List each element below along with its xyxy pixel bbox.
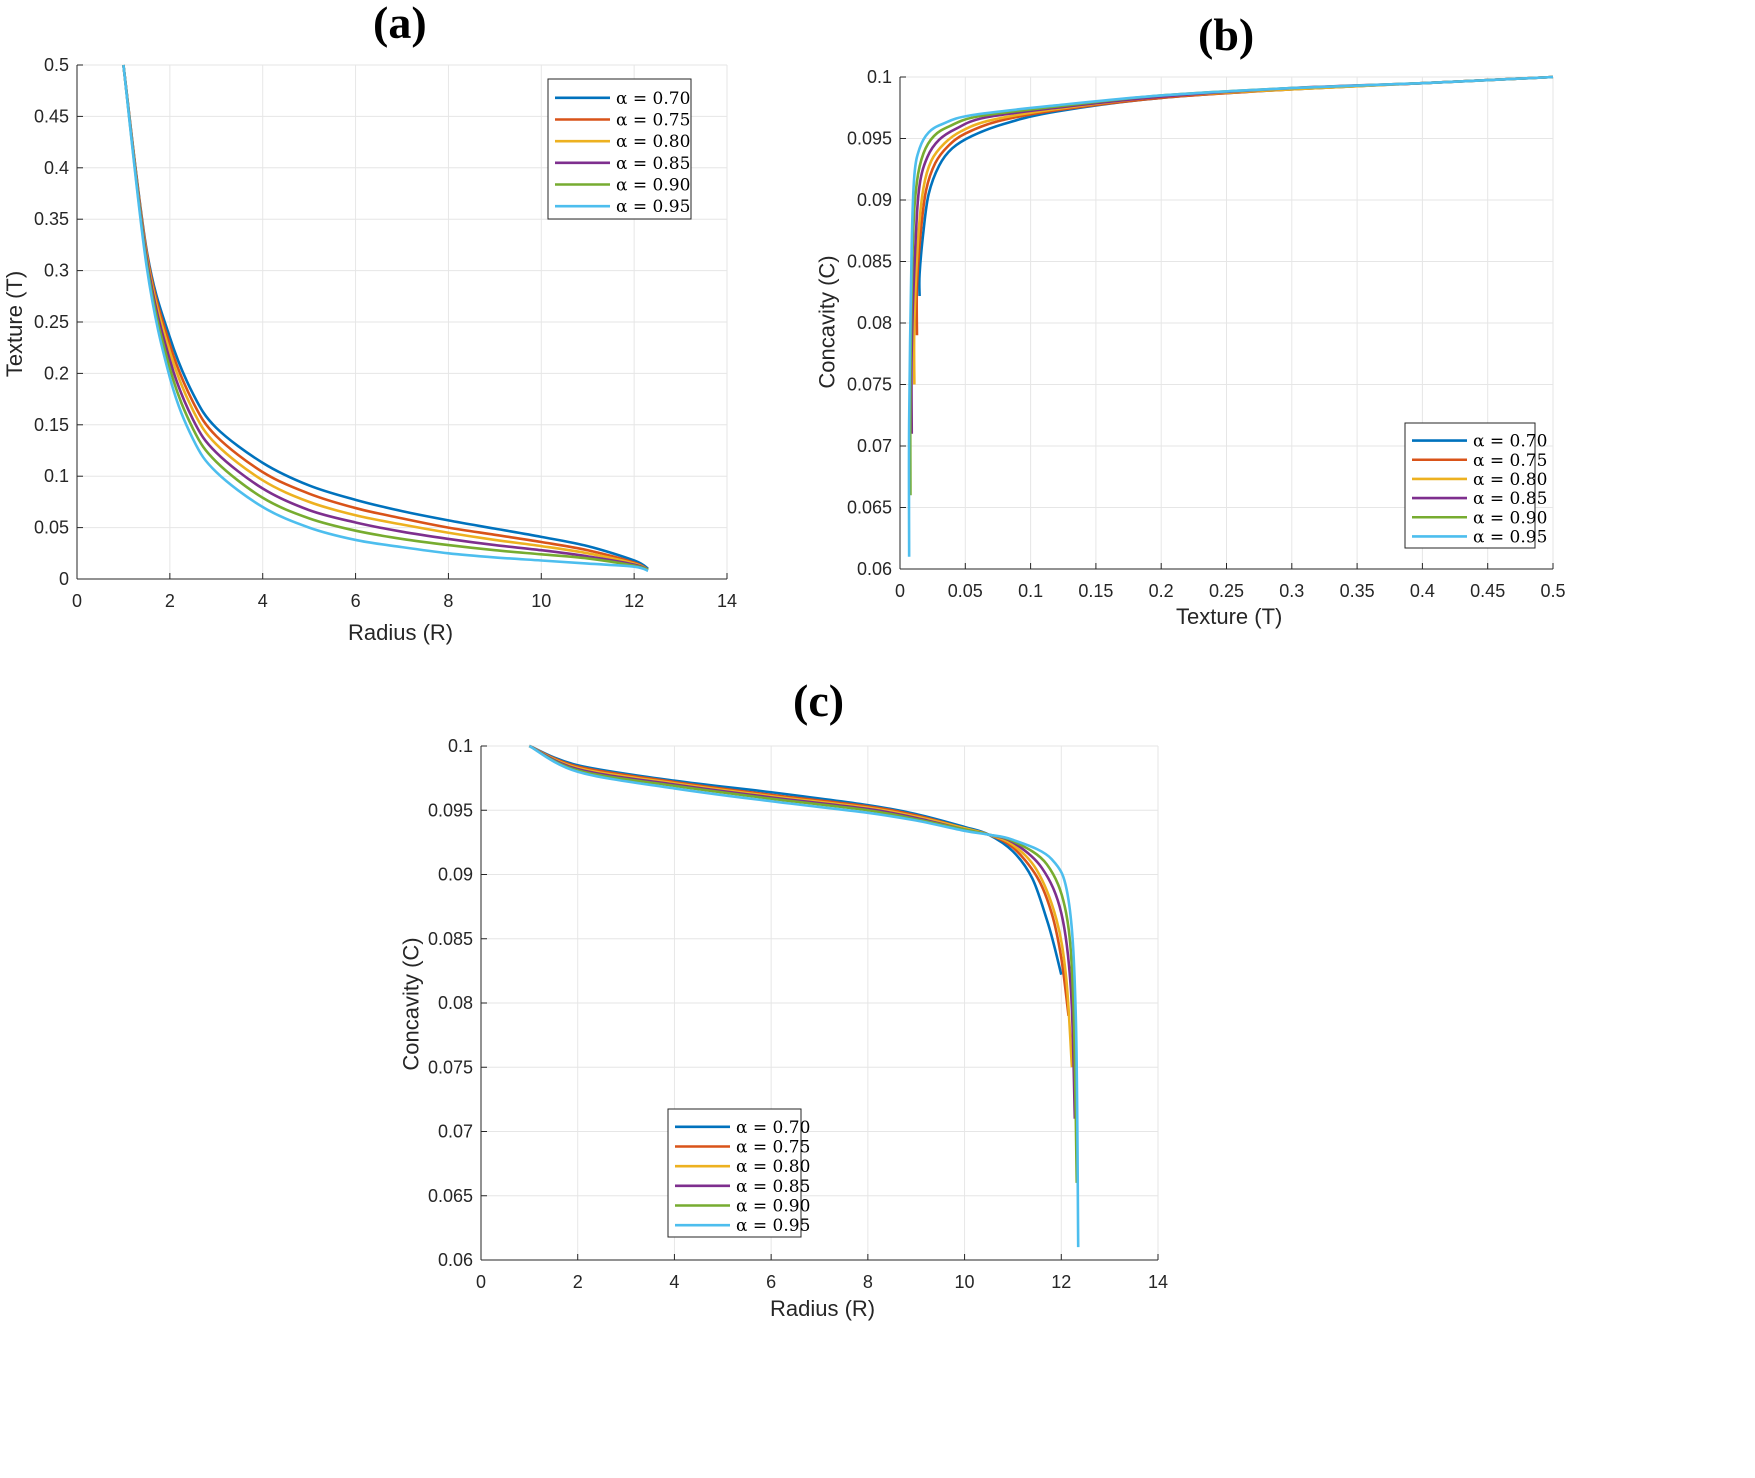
chart-c-series-line: [528, 744, 1074, 1068]
chart-c-legend-label: α = 0.90: [736, 1197, 810, 1217]
chart-a-ytick-label: 0.45: [34, 106, 69, 126]
chart-b-ylabel: Concavity (C): [814, 255, 840, 389]
chart-a-series-line: [122, 64, 649, 571]
chart-a-ylabel: Texture (T): [2, 270, 28, 378]
chart-b-ytick-label: 0.1: [867, 67, 892, 87]
chart-c-ytick-label: 0.075: [428, 1057, 473, 1077]
chart-a-ytick-label: 0.2: [44, 363, 69, 383]
chart-b-xlabel: Texture (T): [1176, 604, 1283, 629]
chart-a-series-line: [122, 64, 649, 571]
chart-c-series-line: [528, 744, 1070, 1017]
chart-a-legend-label: α = 0.85: [616, 154, 690, 174]
chart-b-legend-box: [1404, 422, 1536, 549]
chart-b-ytick-label: 0.07: [857, 436, 892, 456]
chart-a-ytick-label: 0.4: [44, 158, 69, 178]
chart-c-ytick-label: 0.1: [448, 736, 473, 756]
chart-c-xtick-label: 14: [1148, 1272, 1168, 1292]
chart-a-xtick-label: 4: [258, 591, 268, 611]
chart-a-xtick-label: 2: [165, 591, 175, 611]
chart-b-xtick-label: 0.1: [1018, 581, 1043, 601]
chart-b-legend-label: α = 0.90: [1473, 508, 1547, 528]
chart-c-series-line: [528, 744, 1080, 1248]
chart-c-xtick-label: 4: [669, 1272, 679, 1292]
chart-c-ytick-label: 0.09: [438, 865, 473, 885]
chart-a-legend-label: α = 0.70: [616, 89, 690, 109]
chart-b-xtick-label: 0.05: [948, 581, 983, 601]
chart-b-xtick-label: 0.5: [1540, 581, 1565, 601]
chart-a-series-line: [122, 64, 649, 573]
chart-c-legend-box: [667, 1108, 802, 1238]
panel-c-title: (c): [793, 675, 845, 726]
chart-a-ytick-label: 0.15: [34, 415, 69, 435]
chart-c-legend-label: α = 0.80: [736, 1157, 810, 1177]
chart-b-ytick-label: 0.065: [847, 498, 892, 518]
chart-a-xtick-label: 0: [72, 591, 82, 611]
panel-a-title: (a): [373, 0, 427, 48]
chart-c-xtick-label: 8: [863, 1272, 873, 1292]
chart-c-ytick-label: 0.06: [438, 1250, 473, 1270]
chart-a-ytick-label: 0.35: [34, 209, 69, 229]
chart-c-legend-label: α = 0.75: [736, 1138, 810, 1158]
chart-b-ytick-label: 0.08: [857, 313, 892, 333]
chart-b-ytick-label: 0.085: [847, 252, 892, 272]
chart-b-xtick-label: 0.35: [1340, 581, 1375, 601]
chart-a-xtick-label: 6: [351, 591, 361, 611]
chart-b-legend-label: α = 0.70: [1473, 432, 1547, 452]
chart-a-ytick-label: 0.1: [44, 466, 69, 486]
chart-c-xtick-label: 0: [476, 1272, 486, 1292]
chart-a-legend-label: α = 0.90: [616, 176, 690, 196]
chart-c-xtick-label: 12: [1051, 1272, 1071, 1292]
chart-b-ytick-label: 0.06: [857, 559, 892, 579]
chart-a-ytick-label: 0: [59, 569, 69, 589]
chart-a-series-line: [122, 64, 649, 571]
chart-c-xlabel: Radius (R): [770, 1296, 876, 1321]
chart-b-ytick-label: 0.09: [857, 190, 892, 210]
chart-a-series-line: [122, 64, 649, 571]
chart-c-legend-label: α = 0.95: [736, 1216, 810, 1236]
chart-b-legend-label: α = 0.95: [1473, 527, 1547, 547]
chart-c-ylabel: Concavity (C): [398, 937, 424, 1071]
chart-c-ytick-label: 0.07: [438, 1122, 473, 1142]
chart-b-legend-label: α = 0.75: [1473, 451, 1547, 471]
chart-a-ytick-label: 0.05: [34, 518, 69, 538]
chart-b-legend-label: α = 0.80: [1473, 470, 1547, 490]
chart-a-legend-box: [547, 78, 692, 220]
chart-b-ytick-label: 0.075: [847, 375, 892, 395]
chart-a-legend-label: α = 0.95: [616, 197, 690, 217]
chart-b-legend-label: α = 0.85: [1473, 489, 1547, 509]
chart-c-series-line: [528, 744, 1063, 976]
chart-c-ytick-label: 0.065: [428, 1186, 473, 1206]
chart-c-xtick-label: 10: [955, 1272, 975, 1292]
chart-a-xtick-label: 12: [624, 591, 644, 611]
chart-a-ytick-label: 0.5: [44, 55, 69, 75]
chart-b-ytick-label: 0.095: [847, 129, 892, 149]
panel-b-title: (b): [1198, 9, 1255, 60]
chart-b-series-line: [907, 75, 1554, 557]
chart-b-xtick-label: 0.4: [1410, 581, 1435, 601]
chart-c-legend-label: α = 0.70: [736, 1118, 810, 1138]
chart-b-xtick-label: 0.15: [1078, 581, 1113, 601]
chart-b-series-line: [910, 75, 1554, 434]
chart-b-xtick-label: 0.2: [1149, 581, 1174, 601]
chart-b-xtick-label: 0: [895, 581, 905, 601]
chart-a-legend-label: α = 0.75: [616, 111, 690, 131]
chart-c-ytick-label: 0.085: [428, 929, 473, 949]
chart-c-xtick-label: 2: [573, 1272, 583, 1292]
chart-a-ytick-label: 0.3: [44, 261, 69, 281]
chart-a-xtick-label: 10: [531, 591, 551, 611]
chart-a-xtick-label: 8: [443, 591, 453, 611]
chart-a-ytick-label: 0.25: [34, 312, 69, 332]
chart-c-ytick-label: 0.095: [428, 800, 473, 820]
chart-b-xtick-label: 0.3: [1279, 581, 1304, 601]
chart-c-legend-label: α = 0.85: [736, 1177, 810, 1197]
chart-b-xtick-label: 0.45: [1470, 581, 1505, 601]
chart-b-xtick-label: 0.25: [1209, 581, 1244, 601]
chart-a-xlabel: Radius (R): [348, 620, 454, 645]
chart-a-xtick-label: 14: [717, 591, 737, 611]
chart-c-xtick-label: 6: [766, 1272, 776, 1292]
chart-a-series-line: [122, 64, 649, 570]
chart-c-ytick-label: 0.08: [438, 993, 473, 1013]
chart-a-legend-label: α = 0.80: [616, 132, 690, 152]
